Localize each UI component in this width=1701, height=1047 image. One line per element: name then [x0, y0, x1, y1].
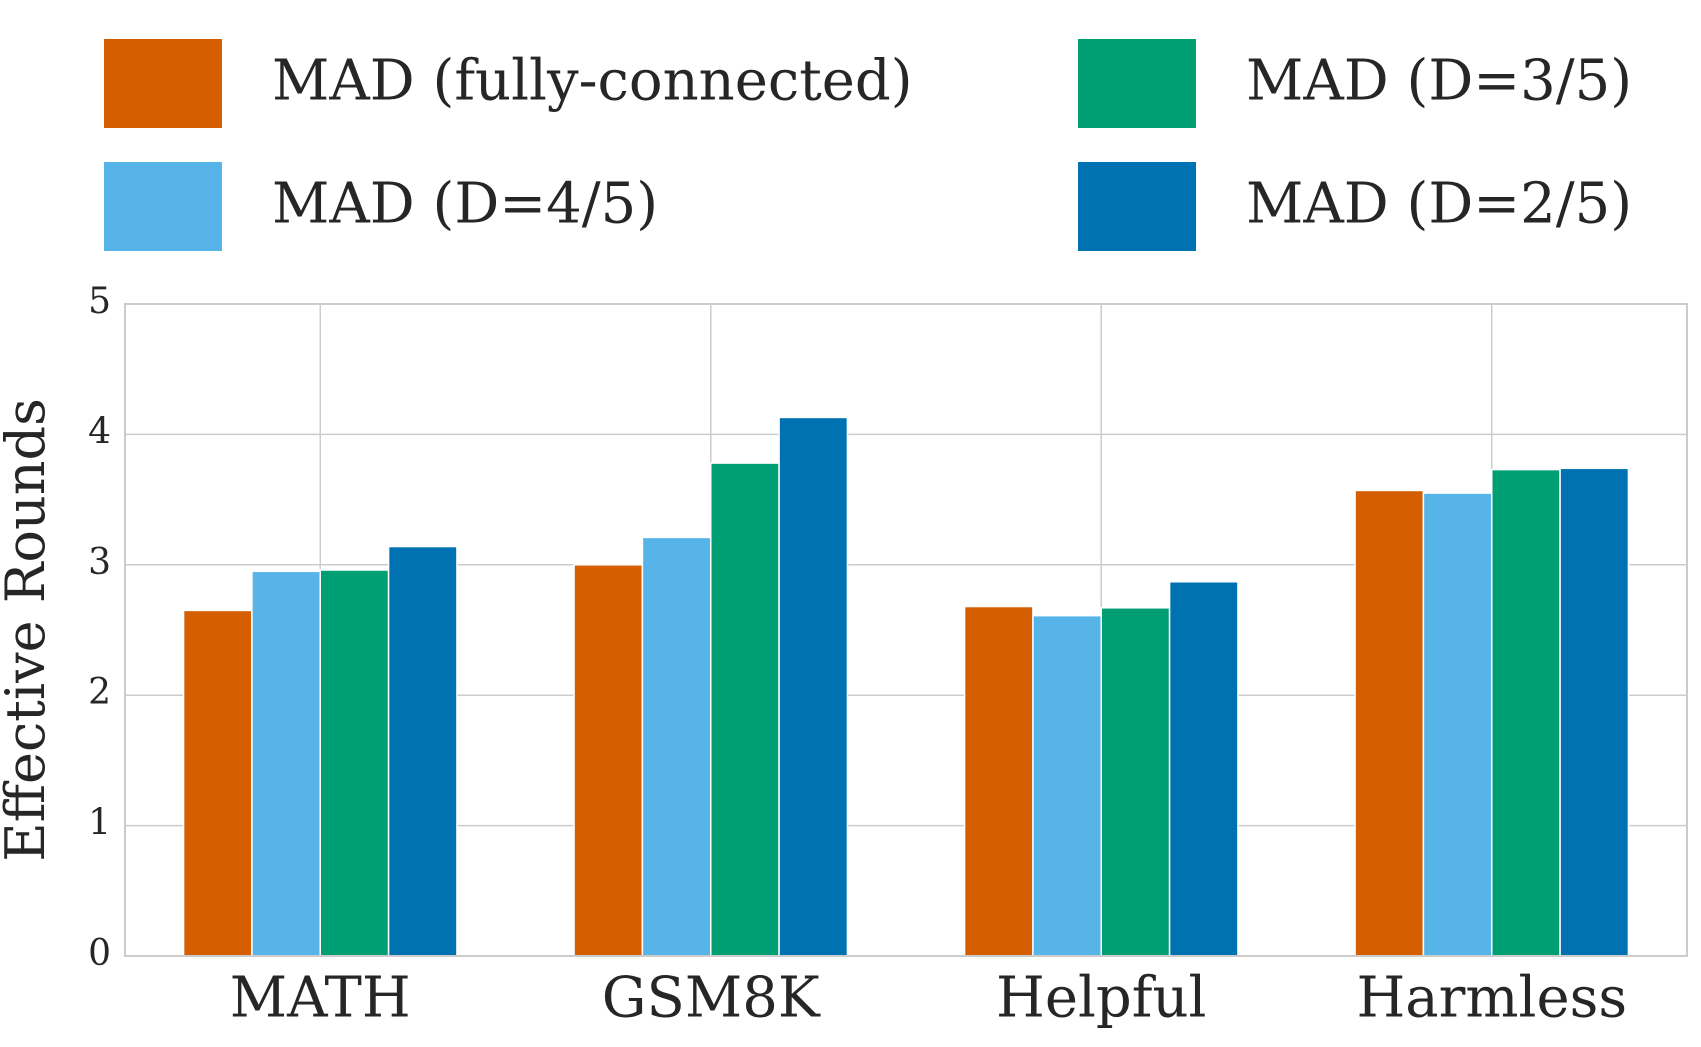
legend-label: MAD (D=2/5) [1246, 172, 1632, 237]
bar [1168, 581, 1239, 957]
legend-swatch [104, 162, 222, 251]
bar [1032, 614, 1102, 957]
x-tick-label: Helpful [996, 966, 1206, 1031]
y-tick-label: 3 [88, 542, 111, 583]
bar [573, 564, 644, 957]
x-tick-label: MATH [230, 966, 411, 1031]
legend-swatch [104, 39, 222, 128]
bar [319, 569, 390, 957]
legend-swatch [1078, 162, 1196, 251]
bar [778, 416, 849, 957]
bar [1491, 468, 1561, 957]
bar [1559, 467, 1630, 957]
bar [387, 545, 458, 957]
bar [963, 605, 1034, 957]
y-tick-label: 0 [88, 933, 111, 974]
y-tick-label: 1 [88, 803, 111, 844]
x-tick-label: Harmless [1356, 966, 1627, 1031]
legend-swatch [1078, 39, 1196, 128]
legend-label: MAD (D=4/5) [272, 172, 658, 237]
bar [251, 570, 322, 957]
plot-frame [124, 303, 1688, 957]
y-tick-label: 5 [88, 281, 111, 322]
y-tick-label: 4 [88, 411, 111, 452]
x-tick-label: GSM8K [602, 966, 821, 1031]
bar [641, 536, 712, 957]
bar [1354, 489, 1425, 957]
bar [1100, 607, 1171, 957]
bar [1422, 492, 1493, 957]
bar [182, 609, 253, 957]
legend-label: MAD (D=3/5) [1246, 49, 1632, 114]
y-axis-label: Effective Rounds [0, 398, 57, 862]
y-tick-label: 2 [88, 672, 111, 713]
legend-label: MAD (fully-connected) [272, 49, 913, 114]
bar [710, 462, 780, 957]
